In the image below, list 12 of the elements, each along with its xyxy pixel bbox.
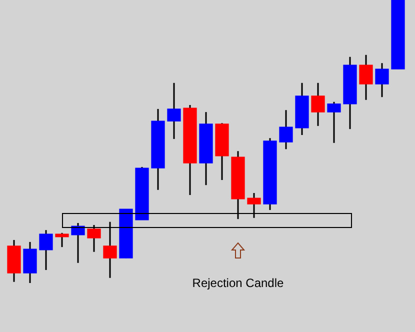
candlestick: [375, 62, 389, 98]
candlestick: [39, 229, 53, 271]
candlestick: [103, 221, 117, 279]
candlestick: [87, 224, 101, 253]
candlestick: [311, 82, 325, 127]
annotation: Rejection Candle: [191, 276, 285, 290]
candlestick: [327, 101, 341, 144]
candlestick: [359, 54, 373, 101]
candlestick: [247, 192, 261, 219]
candlestick: [279, 109, 293, 150]
candlestick: [167, 82, 181, 140]
candlestick: [55, 232, 69, 248]
